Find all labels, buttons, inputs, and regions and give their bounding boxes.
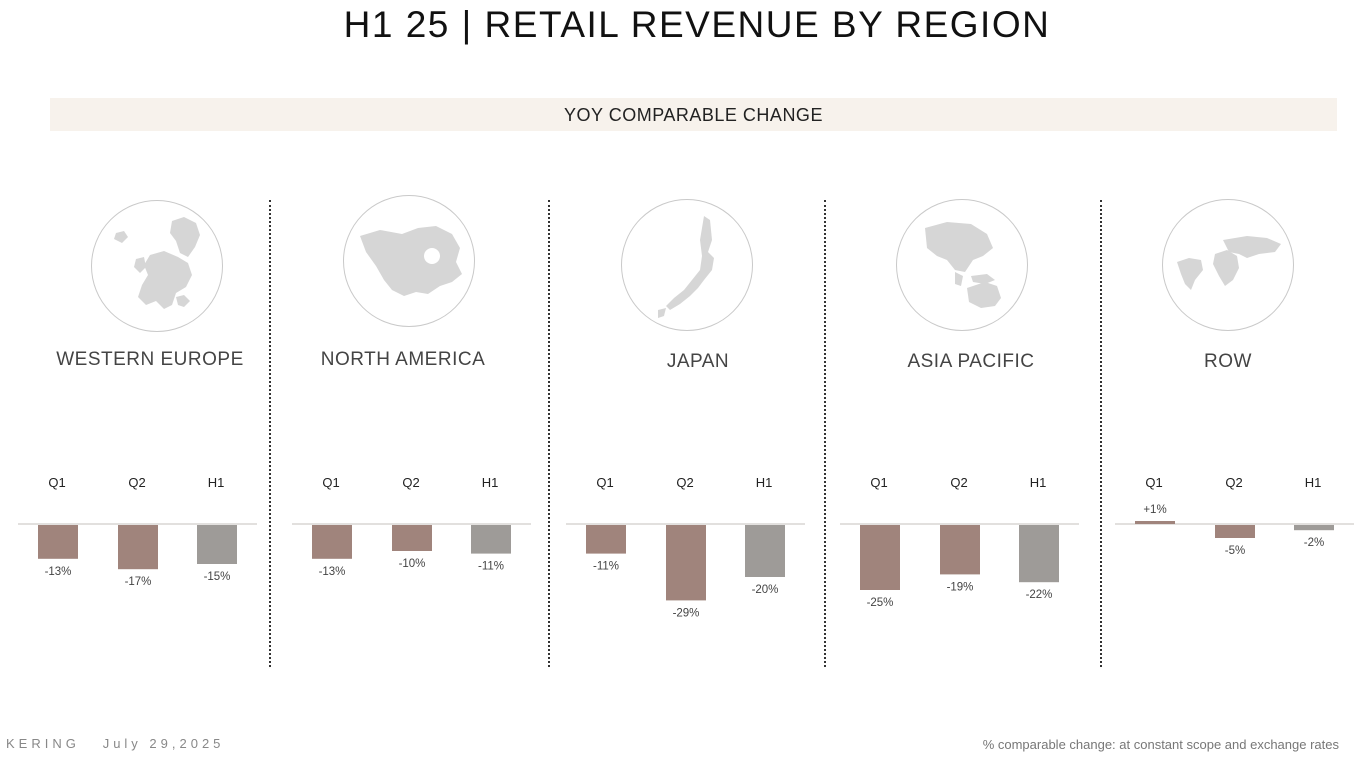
value-label-japan-h1: -20% — [752, 584, 779, 596]
bar-row-q1 — [1135, 521, 1175, 524]
value-label-western-europe-q2: -17% — [125, 576, 152, 588]
bar-asia-pacific-q2 — [940, 525, 980, 575]
bar-western-europe-h1 — [197, 525, 237, 564]
north-america-map-icon — [343, 195, 475, 327]
category-label-asia-pacific-q2: Q2 — [950, 475, 967, 490]
category-label-western-europe-q1: Q1 — [48, 475, 65, 490]
bar-japan-h1 — [745, 525, 785, 577]
region-divider — [1100, 200, 1102, 667]
bar-north-america-q2 — [392, 525, 432, 551]
category-label-western-europe-q2: Q2 — [128, 475, 145, 490]
category-label-japan-h1: H1 — [756, 475, 773, 490]
europe-map-icon — [91, 200, 223, 332]
category-label-north-america-q2: Q2 — [402, 475, 419, 490]
category-label-row-h1: H1 — [1305, 475, 1322, 490]
bar-asia-pacific-q1 — [860, 525, 900, 590]
region-name-row: ROW — [1204, 351, 1252, 372]
world-map-icon — [1162, 199, 1294, 331]
category-label-north-america-q1: Q1 — [322, 475, 339, 490]
section-header-label: YOY COMPARABLE CHANGE — [564, 105, 823, 125]
footer-date: July 29,2025 — [102, 736, 225, 751]
bar-row-q2 — [1215, 525, 1255, 538]
bar-row-h1 — [1294, 525, 1334, 531]
value-label-japan-q2: -29% — [673, 607, 700, 619]
value-label-row-q2: -5% — [1225, 545, 1245, 557]
category-label-asia-pacific-q1: Q1 — [870, 475, 887, 490]
category-label-japan-q1: Q1 — [596, 475, 613, 490]
value-label-asia-pacific-q1: -25% — [867, 597, 894, 609]
bar-north-america-h1 — [471, 525, 511, 554]
region-name-japan: JAPAN — [666, 351, 730, 372]
page-title: H1 25 | RETAIL REVENUE BY REGION — [343, 4, 1051, 45]
bar-japan-q2 — [666, 525, 706, 601]
footer-note: % comparable change: at constant scope a… — [982, 737, 1339, 752]
region-divider — [269, 200, 271, 667]
bar-western-europe-q2 — [118, 525, 158, 570]
japan-map-icon — [621, 199, 753, 331]
region-name-north-america: NORTH AMERICA — [320, 349, 486, 370]
value-label-north-america-q1: -13% — [319, 566, 346, 578]
value-label-asia-pacific-h1: -22% — [1026, 589, 1053, 601]
category-label-row-q1: Q1 — [1145, 475, 1162, 490]
footer-brand-date: KERING July 29,2025 — [6, 736, 224, 751]
value-label-western-europe-q1: -13% — [45, 566, 72, 578]
footer-brand: KERING — [6, 736, 80, 751]
value-label-asia-pacific-q2: -19% — [947, 581, 974, 593]
value-label-japan-q1: -11% — [593, 561, 619, 573]
value-label-row-q1: +1% — [1143, 504, 1166, 516]
value-label-row-h1: -2% — [1304, 537, 1324, 549]
bar-japan-q1 — [586, 525, 626, 554]
value-label-western-europe-h1: -15% — [204, 571, 231, 583]
bar-north-america-q1 — [312, 525, 352, 559]
category-label-japan-q2: Q2 — [676, 475, 693, 490]
category-label-asia-pacific-h1: H1 — [1030, 475, 1047, 490]
value-label-north-america-q2: -10% — [399, 558, 426, 570]
region-divider — [824, 200, 826, 667]
bar-western-europe-q1 — [38, 525, 78, 559]
category-label-row-q2: Q2 — [1225, 475, 1242, 490]
category-label-western-europe-h1: H1 — [208, 475, 225, 490]
region-name-asia-pacific: ASIA PACIFIC — [907, 351, 1035, 372]
value-label-north-america-h1: -11% — [478, 561, 504, 573]
region-divider — [548, 200, 550, 667]
region-name-western-europe: WESTERN EUROPE — [56, 349, 244, 370]
section-header-band: YOY COMPARABLE CHANGE — [50, 98, 1337, 131]
asia-pacific-map-icon — [896, 199, 1028, 331]
category-label-north-america-h1: H1 — [482, 475, 499, 490]
bar-asia-pacific-h1 — [1019, 525, 1059, 583]
